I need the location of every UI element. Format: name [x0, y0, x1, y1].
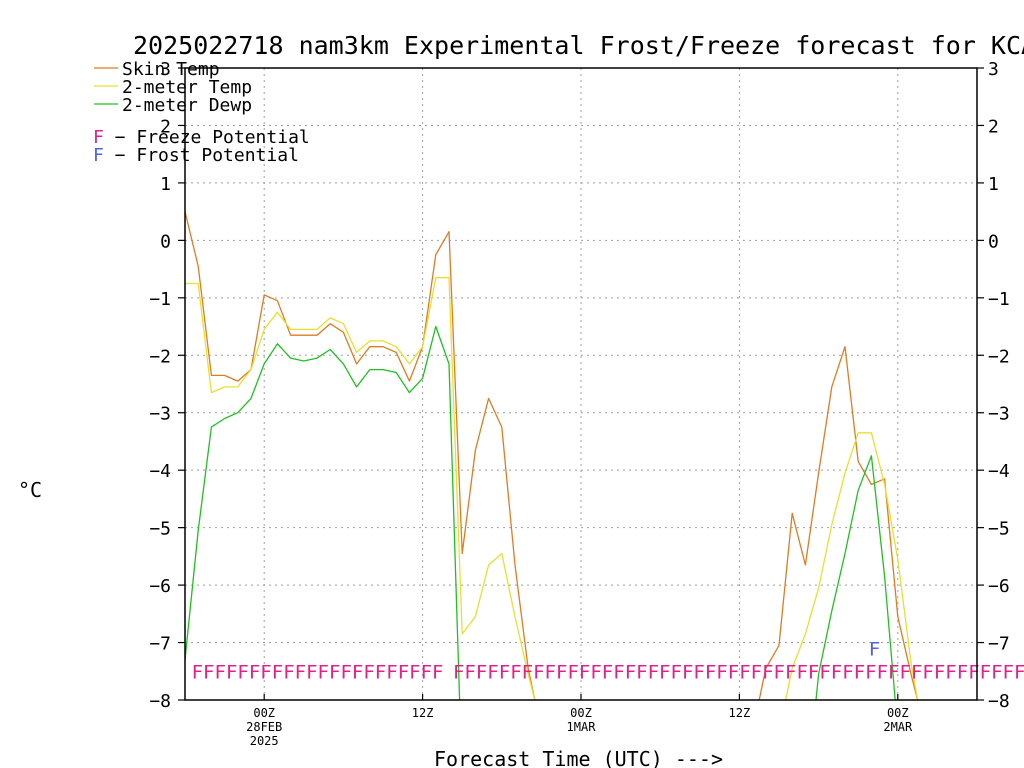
x-tick-label: 2MAR	[883, 720, 913, 734]
y-tick-label-right: −2	[988, 346, 1010, 367]
y-tick-label-right: 2	[988, 116, 999, 137]
y-tick-label-right: −8	[988, 691, 1010, 712]
series-line-skin-temp	[758, 346, 919, 701]
series-line-2-meter-dewp	[815, 455, 896, 701]
freeze-potential-flags: FFFFFFFFFFFFFFFFFFFFFF	[192, 661, 444, 683]
y-tick-label-left: −7	[149, 634, 171, 655]
y-tick-label-right: −5	[988, 519, 1010, 540]
y-tick-label-left: 3	[160, 59, 171, 80]
legend-frost-potential: F − Frost Potential	[93, 145, 299, 166]
y-axis-title: °C	[18, 478, 42, 502]
x-tick-label: 2025	[250, 734, 279, 748]
y-tick-label-left: −6	[149, 576, 171, 597]
legend-label-2m-temp: 2-meter Temp	[122, 77, 252, 98]
x-tick-label: 12Z	[412, 706, 434, 720]
y-tick-label-left: −4	[149, 461, 171, 482]
series-lines	[184, 211, 919, 701]
series-line-2-meter-dewp	[184, 325, 461, 701]
legend-freeze-potential: F − Freeze Potential	[93, 127, 310, 148]
grid-lines	[185, 68, 977, 700]
y-tick-label-left: −5	[149, 519, 171, 540]
x-tick-label: 00Z	[887, 706, 909, 720]
y-tick-label-left: −2	[149, 346, 171, 367]
y-tick-label-right: −7	[988, 634, 1010, 655]
y-tick-label-right: −4	[988, 461, 1010, 482]
freeze-potential-flags: FFFFFFFFFFFFFFFFFFFFFFFFFFFFFFFFFFFFFFFF…	[453, 661, 1024, 683]
series-line-2-meter-temp	[185, 277, 536, 701]
x-tick-label: 1MAR	[567, 720, 597, 734]
y-tick-label-left: −8	[149, 691, 171, 712]
y-tick-label-right: −3	[988, 404, 1010, 425]
y-axis: 3 3 2 2 1 1 0 0 −1 −1 −2 −2 −3 −3 −4 −4 −5 −5 −6 −6 −7 −7 −8 −8	[149, 59, 1009, 712]
y-tick-label-left: 0	[160, 231, 171, 252]
y-tick-label-right: −1	[988, 289, 1010, 310]
y-tick-label-left: 2	[160, 116, 171, 137]
y-tick-label-right: 1	[988, 174, 999, 195]
plot-frame	[184, 67, 978, 701]
y-tick-label-right: 3	[988, 59, 999, 80]
legend-label-skin-temp: Skin Temp	[122, 59, 220, 80]
potential-flags: FFFFFFFFFFFFFFFFFFFFFF FFFFFFFFFFFFFFFFFF…	[192, 638, 1024, 683]
x-axis-title: Forecast Time (UTC) --->	[434, 747, 723, 768]
y-tick-label-left: −3	[149, 404, 171, 425]
y-tick-label-right: 0	[988, 231, 999, 252]
frost-potential-flag: F	[869, 638, 880, 660]
y-tick-label-right: −6	[988, 576, 1010, 597]
x-tick-label: 00Z	[570, 706, 592, 720]
legend-label-2m-dewp: 2-meter Dewp	[122, 95, 252, 116]
legend: Skin Temp 2-meter Temp 2-meter Dewp F − …	[93, 59, 310, 166]
chart-title: 2025022718 nam3km Experimental Frost/Fre…	[133, 31, 1024, 60]
series-line-2-meter-temp	[784, 432, 919, 701]
x-tick-label: 00Z	[253, 706, 275, 720]
y-tick-label-left: 1	[160, 174, 171, 195]
series-line-skin-temp	[184, 211, 536, 701]
x-tick-label: 28FEB	[246, 720, 282, 734]
y-tick-label-left: −1	[149, 289, 171, 310]
x-tick-label: 12Z	[729, 706, 751, 720]
